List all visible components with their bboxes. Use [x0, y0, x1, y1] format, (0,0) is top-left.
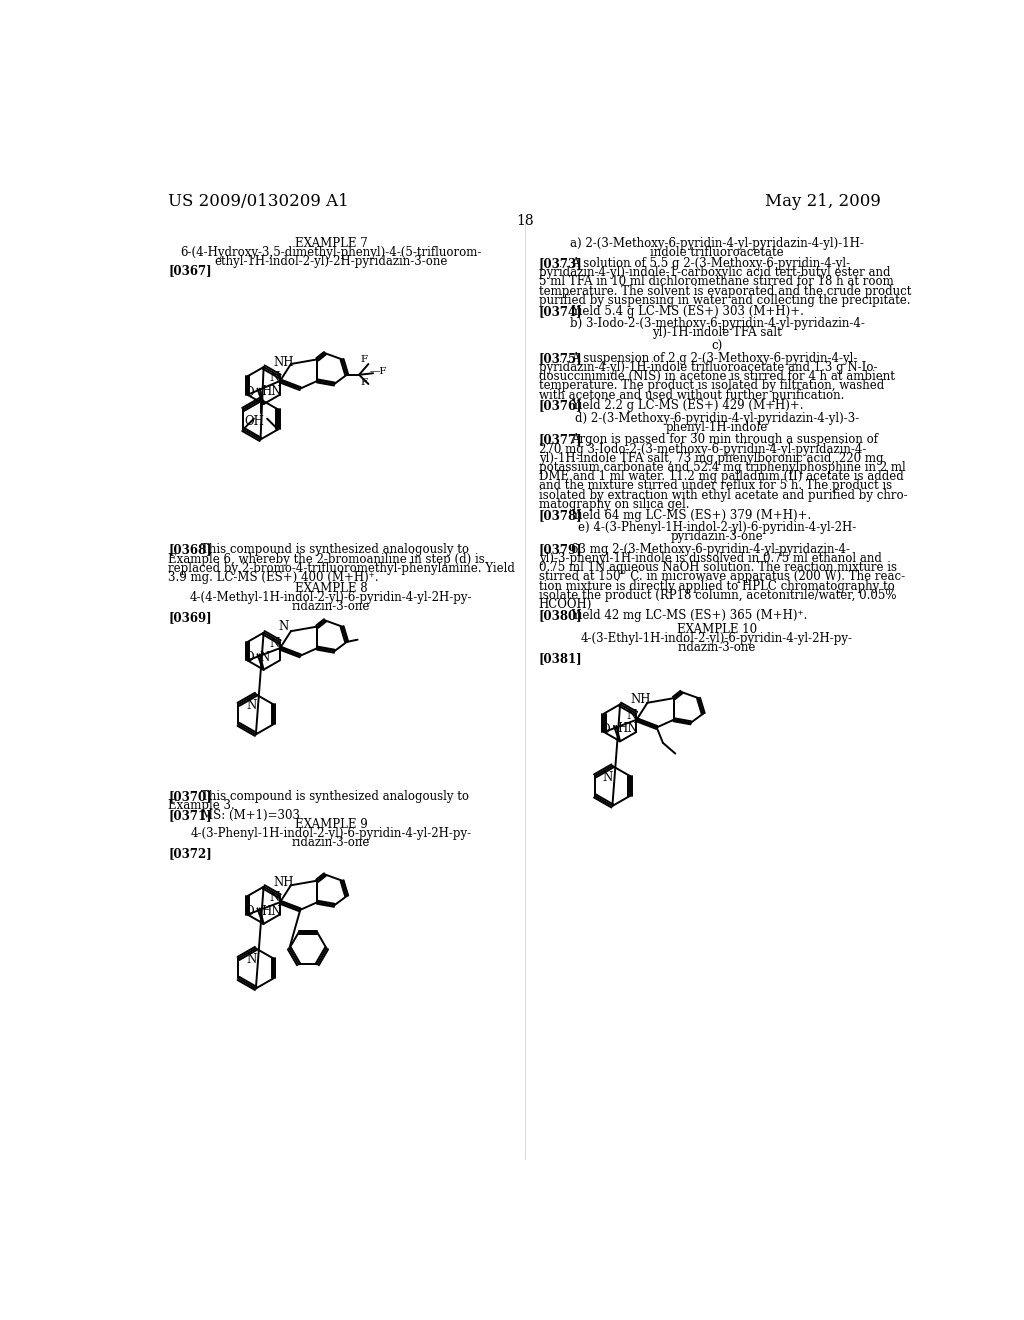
Text: OH: OH: [245, 414, 264, 428]
Text: 18: 18: [516, 214, 534, 228]
Text: replaced by 2-bromo-4-trifluoromethyl-phenylamine. Yield: replaced by 2-bromo-4-trifluoromethyl-ph…: [168, 562, 515, 576]
Text: A solution of 5.5 g 2-(3-Methoxy-6-pyridin-4-yl-: A solution of 5.5 g 2-(3-Methoxy-6-pyrid…: [571, 257, 850, 271]
Text: O: O: [244, 651, 254, 664]
Text: d) 2-(3-Methoxy-6-pyridin-4-yl-pyridazin-4-yl)-3-: d) 2-(3-Methoxy-6-pyridin-4-yl-pyridazin…: [574, 412, 859, 425]
Text: N: N: [269, 638, 280, 649]
Text: O: O: [244, 385, 254, 399]
Text: yl)-1H-indole TFA salt: yl)-1H-indole TFA salt: [652, 326, 782, 339]
Text: HN: HN: [261, 906, 282, 917]
Text: temperature. The product is isolated by filtration, washed: temperature. The product is isolated by …: [539, 379, 884, 392]
Text: EXAMPLE 8: EXAMPLE 8: [295, 582, 368, 595]
Text: 270 mg 3-Iodo-2-(3-methoxy-6-pyridin-4-yl-pyridazin-4-: 270 mg 3-Iodo-2-(3-methoxy-6-pyridin-4-y…: [539, 442, 866, 455]
Text: matography on silica gel.: matography on silica gel.: [539, 498, 689, 511]
Text: 3.9 mg. LC-MS (ES+) 400 (M+H)⁺.: 3.9 mg. LC-MS (ES+) 400 (M+H)⁺.: [168, 572, 379, 585]
Text: N: N: [279, 620, 289, 634]
Text: pyridazin-4-yl)-indole-1-carboxylic acid tert-butyl ester and: pyridazin-4-yl)-indole-1-carboxylic acid…: [539, 267, 890, 280]
Text: NH: NH: [273, 875, 294, 888]
Text: US 2009/0130209 A1: US 2009/0130209 A1: [168, 193, 349, 210]
Text: Yield 42 mg LC-MS (ES+) 365 (M+H)⁺.: Yield 42 mg LC-MS (ES+) 365 (M+H)⁺.: [571, 609, 808, 622]
Text: [0367]: [0367]: [168, 264, 212, 277]
Text: F: F: [360, 355, 368, 364]
Text: temperature. The solvent is evaporated and the crude product: temperature. The solvent is evaporated a…: [539, 285, 911, 298]
Text: [0373]: [0373]: [539, 257, 583, 271]
Text: ridazin-3-one: ridazin-3-one: [678, 642, 756, 655]
Text: [0377]: [0377]: [539, 433, 583, 446]
Text: 4-(3-Ethyl-1H-indol-2-yl)-6-pyridin-4-yl-2H-py-: 4-(3-Ethyl-1H-indol-2-yl)-6-pyridin-4-yl…: [581, 632, 853, 645]
Text: Yield 5.4 g LC-MS (ES+) 303 (M+H)+.: Yield 5.4 g LC-MS (ES+) 303 (M+H)+.: [571, 305, 804, 318]
Text: yl)-1H-indole TFA salt, 73 mg phenylboronic acid, 220 mg: yl)-1H-indole TFA salt, 73 mg phenylboro…: [539, 451, 884, 465]
Text: [0371]: [0371]: [168, 809, 212, 822]
Text: —F: —F: [370, 367, 387, 376]
Text: O: O: [244, 906, 254, 919]
Text: MS: (M+1)=303: MS: (M+1)=303: [201, 809, 300, 822]
Text: N: N: [269, 891, 280, 904]
Text: Yield 2.2 g LC-MS (ES+) 429 (M+H)+.: Yield 2.2 g LC-MS (ES+) 429 (M+H)+.: [571, 400, 804, 412]
Text: pyridazin-4-yl)-1H-indole trifluoroacetate and 1.3 g N-Io-: pyridazin-4-yl)-1H-indole trifluoroaceta…: [539, 360, 878, 374]
Text: 4-(4-Methyl-1H-indol-2-yl)-6-pyridin-4-yl-2H-py-: 4-(4-Methyl-1H-indol-2-yl)-6-pyridin-4-y…: [189, 591, 472, 605]
Text: N: N: [246, 700, 256, 711]
Text: This compound is synthesized analogously to: This compound is synthesized analogously…: [201, 544, 469, 557]
Text: e) 4-(3-Phenyl-1H-indol-2-yl)-6-pyridin-4-yl-2H-: e) 4-(3-Phenyl-1H-indol-2-yl)-6-pyridin-…: [578, 521, 856, 535]
Text: tion mixture is directly applied to HPLC chromatography to: tion mixture is directly applied to HPLC…: [539, 579, 895, 593]
Text: with acetone and used without further purification.: with acetone and used without further pu…: [539, 388, 844, 401]
Text: phenyl-1H-indole: phenyl-1H-indole: [666, 421, 768, 434]
Text: 0.75 ml 1N aqueous NaOH solution. The reaction mixture is: 0.75 ml 1N aqueous NaOH solution. The re…: [539, 561, 897, 574]
Text: purified by suspensing in water and collecting the precipitate.: purified by suspensing in water and coll…: [539, 294, 910, 308]
Text: Yield 64 mg LC-MS (ES+) 379 (M+H)+.: Yield 64 mg LC-MS (ES+) 379 (M+H)+.: [571, 508, 812, 521]
Text: N: N: [626, 709, 636, 722]
Text: [0381]: [0381]: [539, 652, 583, 665]
Text: stirred at 150° C. in microwave apparatus (200 W). The reac-: stirred at 150° C. in microwave apparatu…: [539, 570, 905, 583]
Text: Example 6, whereby the 2-bromoaniline in step (d) is: Example 6, whereby the 2-bromoaniline in…: [168, 553, 485, 566]
Text: isolate the product (RP18 column, acetonitrile/water, 0.05%: isolate the product (RP18 column, aceton…: [539, 589, 896, 602]
Text: pyridazin-3-one: pyridazin-3-one: [671, 531, 763, 544]
Text: N: N: [602, 771, 612, 784]
Text: This compound is synthesized analogously to: This compound is synthesized analogously…: [201, 789, 469, 803]
Text: EXAMPLE 10: EXAMPLE 10: [677, 623, 757, 636]
Text: EXAMPLE 9: EXAMPLE 9: [295, 817, 368, 830]
Text: Example 3.: Example 3.: [168, 799, 236, 812]
Text: N: N: [246, 953, 256, 966]
Text: NH: NH: [631, 693, 651, 706]
Text: [0378]: [0378]: [539, 508, 583, 521]
Text: N: N: [259, 651, 269, 664]
Text: [0374]: [0374]: [539, 305, 583, 318]
Text: NH: NH: [273, 356, 294, 370]
Text: [0375]: [0375]: [539, 351, 583, 364]
Text: DME and 1 ml water. 11.2 mg palladium (II) acetate is added: DME and 1 ml water. 11.2 mg palladium (I…: [539, 470, 903, 483]
Text: and the mixture stirred under reflux for 5 h. The product is: and the mixture stirred under reflux for…: [539, 479, 892, 492]
Text: potassium carbonate and 52.4 mg triphenylphosphine in 2 ml: potassium carbonate and 52.4 mg tripheny…: [539, 461, 905, 474]
Text: [0369]: [0369]: [168, 611, 212, 624]
Text: N: N: [269, 371, 280, 384]
Text: indole trifluoroacetate: indole trifluoroacetate: [650, 246, 783, 259]
Text: ridazin-3-one: ridazin-3-one: [292, 836, 371, 849]
Text: ethyl-1H-indol-2-yl)-2H-pyridazin-3-one: ethyl-1H-indol-2-yl)-2H-pyridazin-3-one: [214, 255, 447, 268]
Text: 6-(4-Hydroxy-3,5-dimethyl-phenyl)-4-(5-trifluorom-: 6-(4-Hydroxy-3,5-dimethyl-phenyl)-4-(5-t…: [180, 246, 481, 259]
Text: 5 ml TFA in 10 ml dichloromethane stirred for 18 h at room: 5 ml TFA in 10 ml dichloromethane stirre…: [539, 276, 894, 289]
Text: [0380]: [0380]: [539, 609, 583, 622]
Text: 63 mg 2-(3-Methoxy-6-pyridin-4-yl-pyridazin-4-: 63 mg 2-(3-Methoxy-6-pyridin-4-yl-pyrida…: [571, 543, 850, 556]
Text: HCOOH): HCOOH): [539, 598, 592, 611]
Text: A suspension of 2 g 2-(3-Methoxy-6-pyridin-4-yl-: A suspension of 2 g 2-(3-Methoxy-6-pyrid…: [571, 351, 858, 364]
Text: HN: HN: [617, 722, 638, 735]
Text: May 21, 2009: May 21, 2009: [765, 193, 882, 210]
Text: [0370]: [0370]: [168, 789, 212, 803]
Text: yl)-3-phenyl-1H-indole is dissolved in 0.75 ml ethanol and: yl)-3-phenyl-1H-indole is dissolved in 0…: [539, 552, 882, 565]
Text: [0368]: [0368]: [168, 544, 212, 557]
Text: F: F: [360, 378, 368, 387]
Text: Argon is passed for 30 min through a suspension of: Argon is passed for 30 min through a sus…: [571, 433, 879, 446]
Text: [0379]: [0379]: [539, 543, 583, 556]
Text: O: O: [601, 723, 610, 735]
Text: HN: HN: [261, 385, 282, 399]
Text: [0372]: [0372]: [168, 847, 212, 859]
Text: 4-(3-Phenyl-1H-indol-2-yl)-6-pyridin-4-yl-2H-py-: 4-(3-Phenyl-1H-indol-2-yl)-6-pyridin-4-y…: [190, 826, 472, 840]
Text: dosuccinimide (NIS) in acetone is stirred for 4 h at ambient: dosuccinimide (NIS) in acetone is stirre…: [539, 370, 895, 383]
Text: a) 2-(3-Methoxy-6-pyridin-4-yl-pyridazin-4-yl)-1H-: a) 2-(3-Methoxy-6-pyridin-4-yl-pyridazin…: [570, 238, 864, 249]
Text: b) 3-Iodo-2-(3-methoxy-6-pyridin-4-yl-pyridazin-4-: b) 3-Iodo-2-(3-methoxy-6-pyridin-4-yl-py…: [569, 317, 864, 330]
Text: c): c): [712, 341, 723, 354]
Text: [0376]: [0376]: [539, 400, 583, 412]
Text: EXAMPLE 7: EXAMPLE 7: [295, 238, 368, 249]
Text: isolated by extraction with ethyl acetate and purified by chro-: isolated by extraction with ethyl acetat…: [539, 488, 907, 502]
Text: ridazin-3-one: ridazin-3-one: [292, 601, 371, 614]
